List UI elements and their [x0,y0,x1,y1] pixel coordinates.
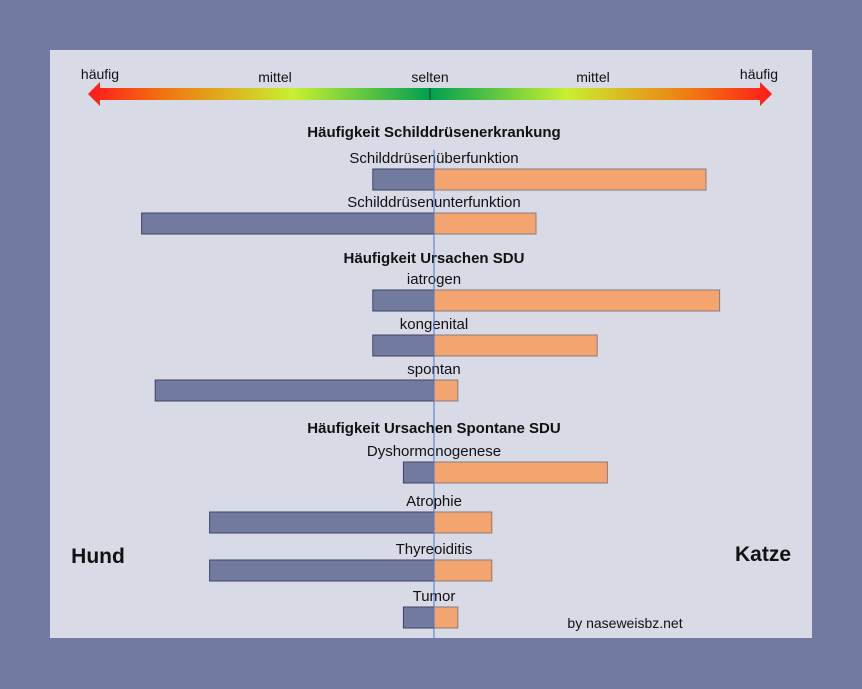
bar-hund [372,168,435,191]
bar-katze [433,289,721,312]
chart-panel: häufig mittel selten mittel häufig Hund … [50,50,812,638]
label-katze: Katze [735,543,791,566]
diverging-bar-chart: häufig mittel selten mittel häufig Hund … [71,66,791,638]
bar-katze [433,606,459,629]
bar-katze [433,559,493,582]
bar-hund [372,289,435,312]
scale-label-right-haeufig: häufig [740,66,778,82]
bar-katze [433,212,537,235]
bar-hund [372,334,435,357]
bar-hund [209,511,435,534]
bar-katze [433,379,459,402]
bar-hund [402,606,435,629]
bar-katze [433,511,493,534]
scale-label-selten: selten [411,69,448,85]
bar-katze [433,168,707,191]
scale-label-left-haeufig: häufig [81,66,119,82]
bar-katze [433,461,608,484]
label-hund: Hund [71,545,125,568]
bar-hund [402,461,435,484]
credit: by naseweisbz.net [567,615,682,631]
scale-label-right-mittel: mittel [576,69,609,85]
scale-label-left-mittel: mittel [258,69,291,85]
bar-katze [433,334,598,357]
bar-hund [141,212,435,235]
group-title: Häufigkeit Schilddrüsenerkrankung [307,124,560,141]
bar-hund [154,379,435,402]
bar-hund [209,559,435,582]
